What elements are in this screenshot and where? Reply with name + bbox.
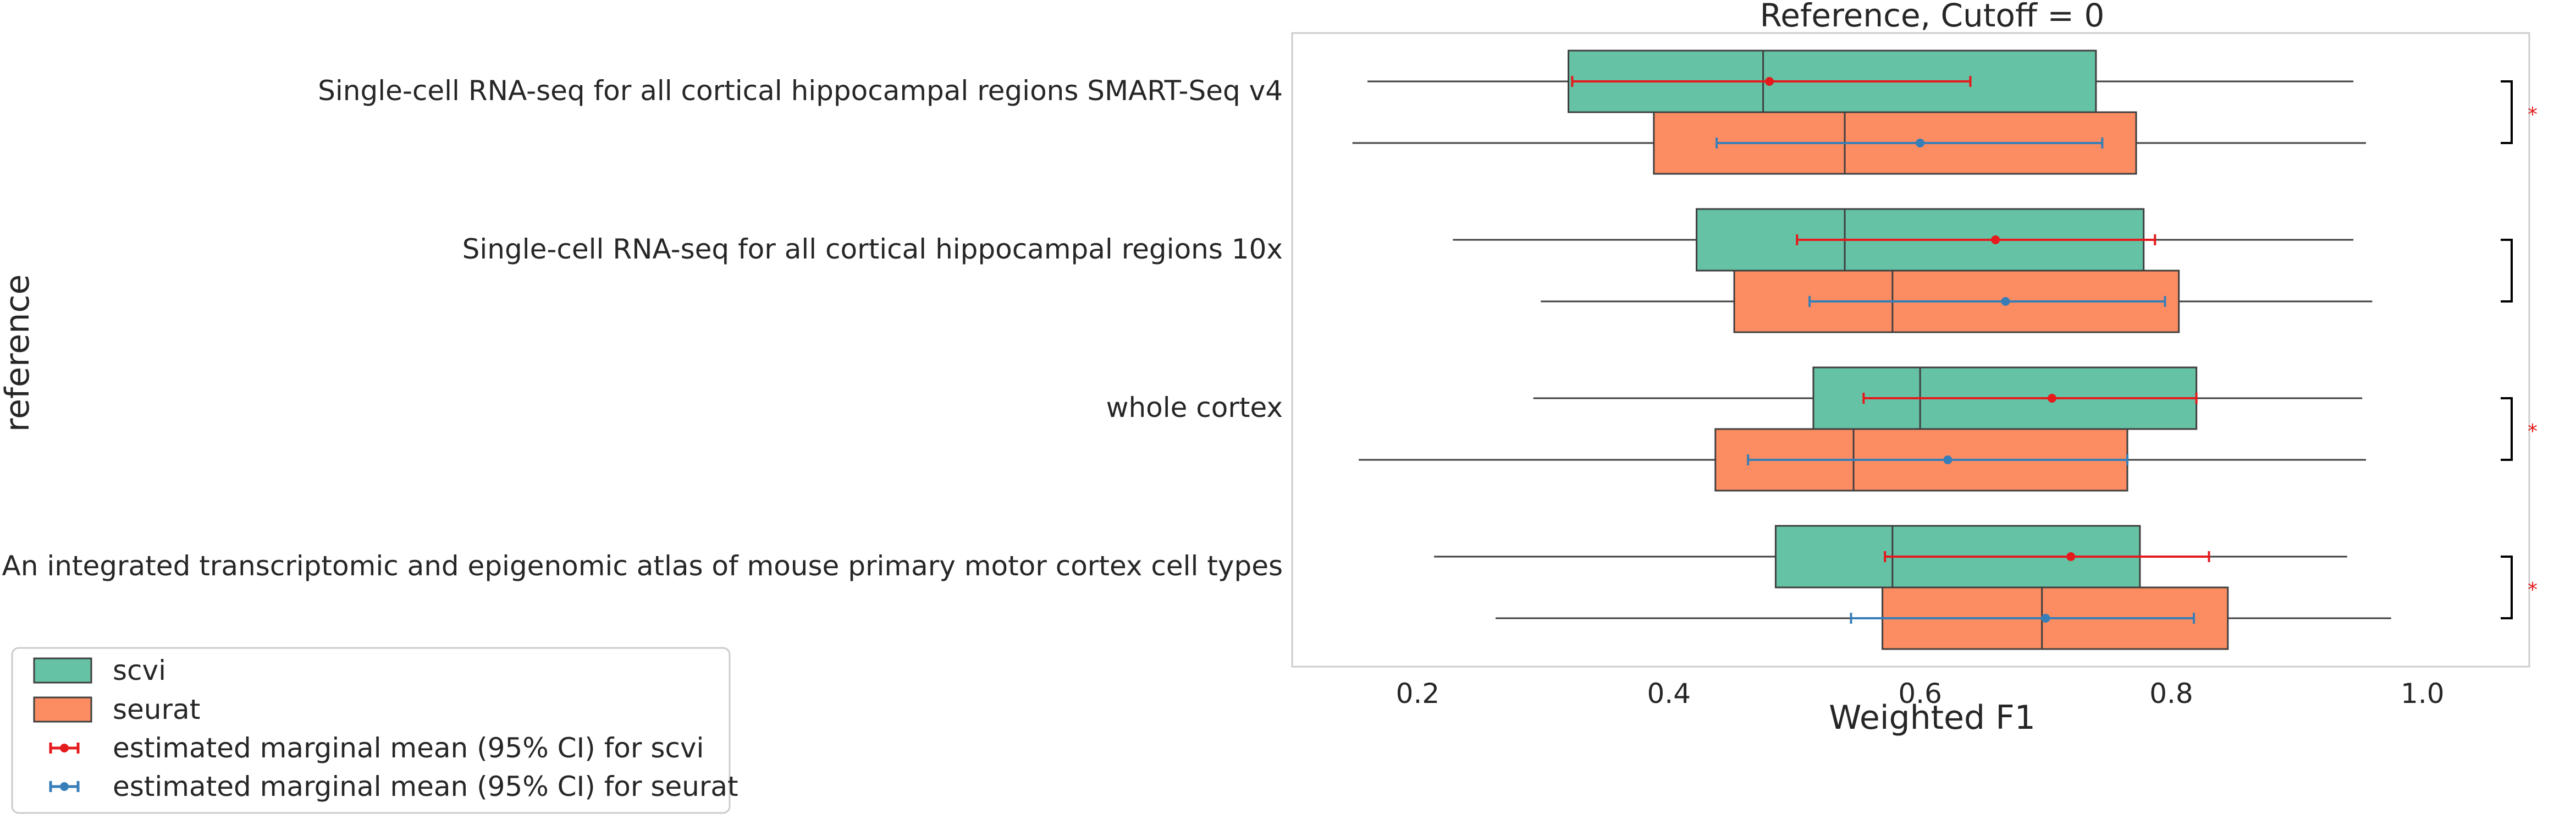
legend-swatch-seurat bbox=[33, 696, 92, 723]
significance-bracket bbox=[2501, 80, 2513, 144]
significance-star: * bbox=[2528, 579, 2538, 601]
chart-title: Reference, Cutoff = 0 bbox=[1760, 0, 2105, 34]
y-tick-labels: Single-cell RNA-seq for all cortical hip… bbox=[2, 75, 1283, 582]
plot-frame bbox=[1291, 32, 2530, 668]
legend-label-scvi: scvi bbox=[113, 655, 166, 686]
legend-label-scvi-mean: estimated marginal mean (95% CI) for scv… bbox=[113, 732, 704, 764]
mean-point-seurat bbox=[1916, 139, 1925, 147]
legend-label-seurat-mean: estimated marginal mean (95% CI) for seu… bbox=[113, 771, 738, 802]
marginal-means bbox=[1571, 76, 2210, 624]
significance-bracket bbox=[2501, 556, 2513, 619]
y-tick-label: An integrated transcriptomic and epigeno… bbox=[2, 550, 1283, 582]
significance-star: * bbox=[2528, 103, 2538, 126]
x-tick-label: 0.6 bbox=[1898, 678, 1942, 710]
y-axis-label: reference bbox=[0, 274, 37, 432]
y-tick-label: Single-cell RNA-seq for all cortical hip… bbox=[462, 233, 1283, 265]
x-tick-label: 0.2 bbox=[1396, 678, 1440, 710]
x-axis-label: Weighted F1 bbox=[1829, 699, 2036, 737]
y-tick-label: Single-cell RNA-seq for all cortical hip… bbox=[318, 75, 1283, 107]
x-tick-label: 0.8 bbox=[2149, 678, 2193, 710]
mean-point-scvi bbox=[2066, 552, 2076, 561]
mean-point-scvi bbox=[1765, 77, 1774, 86]
mean-point-seurat bbox=[2001, 297, 2010, 306]
mean-point-scvi bbox=[1991, 235, 2000, 244]
x-ticks: 0.2 0.4 0.6 0.8 1.0 bbox=[1396, 678, 2445, 710]
mean-point-seurat bbox=[2041, 614, 2050, 623]
significance-bracket bbox=[2501, 239, 2513, 303]
legend-frame bbox=[11, 647, 731, 814]
y-tick-label: whole cortex bbox=[1106, 392, 1283, 424]
legend-swatch-scvi bbox=[33, 657, 92, 684]
legend-label-seurat: seurat bbox=[113, 694, 200, 725]
significance-star: * bbox=[2528, 420, 2538, 443]
mean-point-scvi bbox=[2047, 394, 2056, 403]
significance-brackets: * * * bbox=[2501, 80, 2538, 619]
significance-bracket bbox=[2501, 397, 2513, 461]
mean-point-seurat bbox=[1943, 455, 1952, 464]
legend-marker-scvi-mean bbox=[49, 743, 80, 754]
boxes bbox=[1352, 50, 2391, 650]
legend-marker-seurat-mean bbox=[49, 781, 80, 792]
x-tick-label: 1.0 bbox=[2401, 678, 2445, 710]
x-tick-label: 0.4 bbox=[1647, 678, 1691, 710]
legend: scvi seurat estimated marginal mean (95%… bbox=[11, 647, 738, 814]
